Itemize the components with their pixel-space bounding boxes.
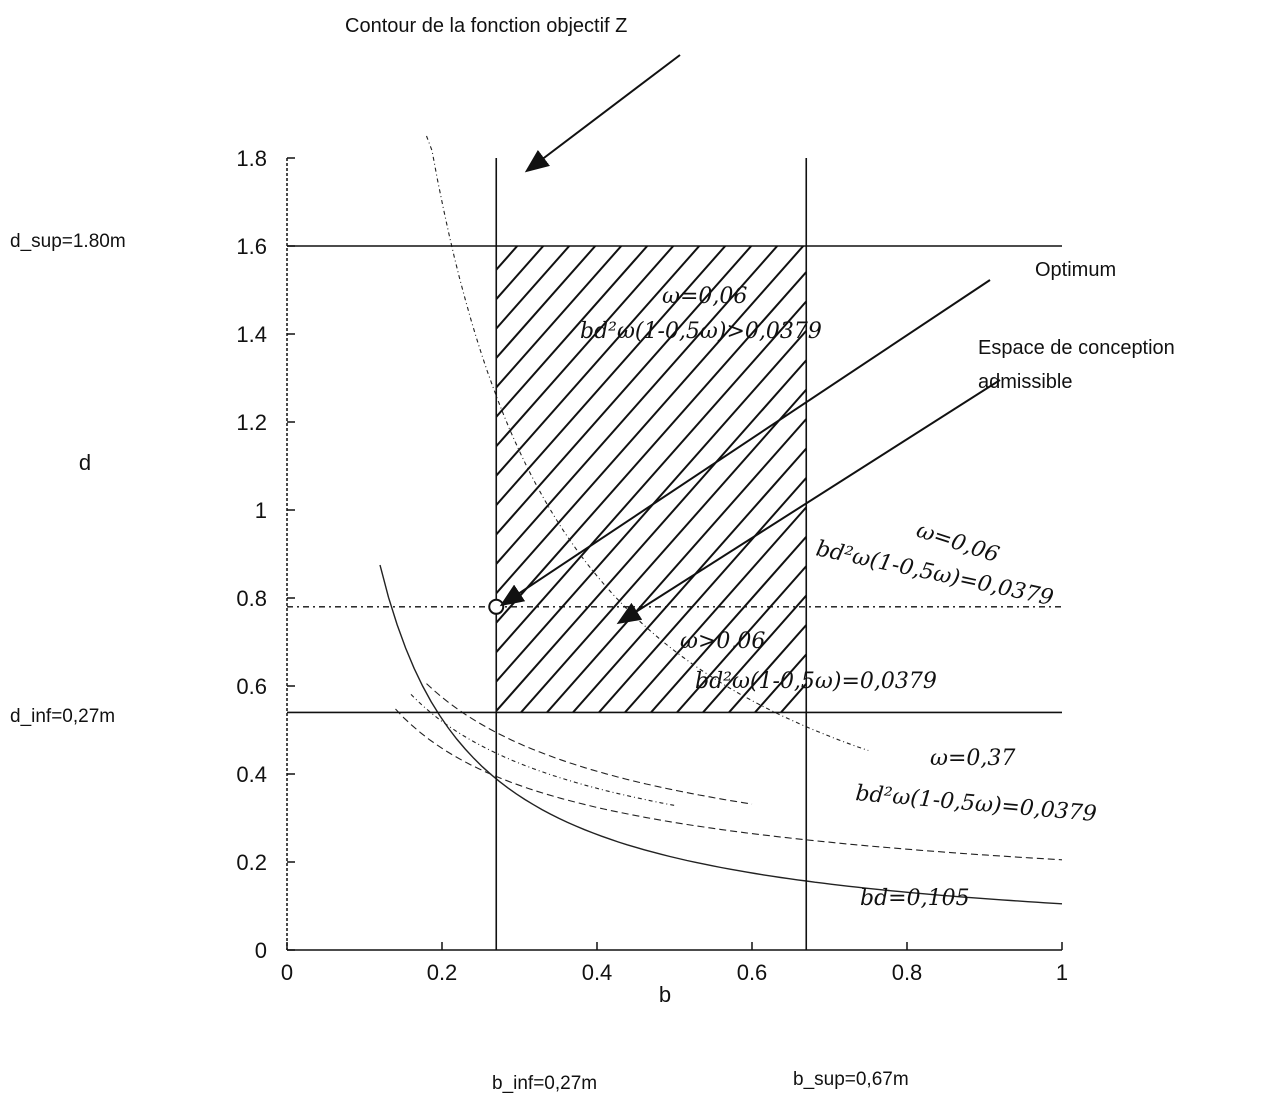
b-sup-label: b_sup=0,67m (793, 1069, 909, 1090)
x-tick-label: 0.6 (737, 960, 768, 985)
x-axis-title: b (659, 982, 671, 1007)
y-tick-label: 1.4 (236, 322, 267, 347)
x-tick-label: 1 (1056, 960, 1068, 985)
hatch-line (496, 246, 622, 713)
hatch-line (496, 246, 807, 713)
y-tick-label: 1.8 (236, 146, 267, 171)
hatch-line (496, 246, 807, 713)
b-inf-label: b_inf=0,27m (492, 1073, 598, 1094)
hatch-line (1169, 158, 1265, 950)
feasible-space-label-line2: admissible (978, 371, 1073, 393)
y-tick-label: 0.2 (236, 850, 267, 875)
hatch-line (496, 246, 648, 713)
handwritten-label: ω>0,06 (680, 629, 765, 654)
hatch-line (570, 246, 807, 713)
hatch-line (496, 246, 807, 713)
handwritten-label: ω=0,06 (662, 284, 747, 309)
handwritten-label: ω=0,37 (930, 746, 1015, 771)
hatch-line (496, 246, 518, 713)
x-tick-label: 0.4 (582, 960, 613, 985)
y-tick-label: 1.6 (236, 234, 267, 259)
y-tick-label: 0 (255, 938, 267, 963)
hatch-line (0, 158, 439, 950)
hatch-line (1143, 158, 1265, 950)
hatch-line (496, 246, 570, 713)
hatch-line (496, 246, 807, 713)
hatch-line (0, 158, 465, 950)
optimum-arrow (499, 279, 991, 607)
hatch-line (496, 246, 726, 713)
x-tick-label: 0.2 (427, 960, 458, 985)
x-tick-label: 0 (281, 960, 293, 985)
constraint-curve (410, 694, 675, 806)
hatch-line (1091, 158, 1265, 950)
feasible-space-label-line1: Espace de conception (978, 337, 1175, 359)
handwritten-label: bd²ω(1-0,5ω)=0,0379 (854, 781, 1097, 827)
optimum-point (488, 598, 505, 615)
curve-group (379, 135, 1063, 905)
constraint-curve (395, 708, 1063, 861)
hatch-line (987, 158, 1265, 950)
hatch-line (496, 246, 807, 713)
hatch-line (496, 246, 804, 713)
y-tick-label: 0.8 (236, 586, 267, 611)
x-tick-label: 0.8 (892, 960, 923, 985)
y-tick-group: 0 0.2 0.4 0.6 0.8 1 1.2 1.4 1.6 1.8 (236, 146, 295, 963)
hatch-line (496, 246, 807, 713)
d-sup-label: d_sup=1.80m (10, 231, 126, 252)
hatch-line (496, 246, 700, 713)
hatch-line (0, 158, 491, 950)
y-tick-label: 1.2 (236, 410, 267, 435)
contour-label: Contour de la fonction objectif Z (345, 15, 628, 37)
handwritten-label: bd²ω(1-0,5ω)=0,0379 (695, 669, 937, 694)
d-inf-label: d_inf=0,27m (10, 706, 116, 727)
y-axis-title: d (79, 450, 91, 475)
hatch-line (0, 158, 413, 950)
hatch-line (622, 246, 807, 713)
hatch-line (496, 246, 807, 713)
constraint-curve (379, 564, 1063, 905)
y-tick-label: 1 (255, 498, 267, 523)
y-tick-label: 0.6 (236, 674, 267, 699)
hatch-line (1117, 158, 1265, 950)
hatch-line (496, 246, 674, 713)
optimum-label: Optimum (1035, 259, 1117, 281)
feasible-region-hatching (0, 158, 1265, 950)
handwritten-label: bd²ω(1-0,5ω)>0,0379 (580, 319, 822, 344)
hatch-line (0, 158, 387, 950)
hatch-line (496, 246, 807, 713)
constraint-curve (426, 683, 753, 805)
hatch-line (496, 246, 544, 713)
hatch-line (496, 246, 807, 713)
hatch-line (496, 246, 778, 713)
hatch-line (496, 246, 807, 713)
hatch-line (496, 246, 752, 713)
x-tick-group: 0 0.2 0.4 0.6 0.8 1 (281, 942, 1068, 985)
hatch-line (496, 246, 807, 713)
contour-arrow (524, 54, 681, 173)
hatch-line (496, 246, 807, 713)
y-tick-label: 0.4 (236, 762, 267, 787)
handwritten-label: bd=0,105 (860, 886, 970, 911)
feasible-arrow (616, 379, 1001, 625)
hatch-line (496, 246, 807, 713)
